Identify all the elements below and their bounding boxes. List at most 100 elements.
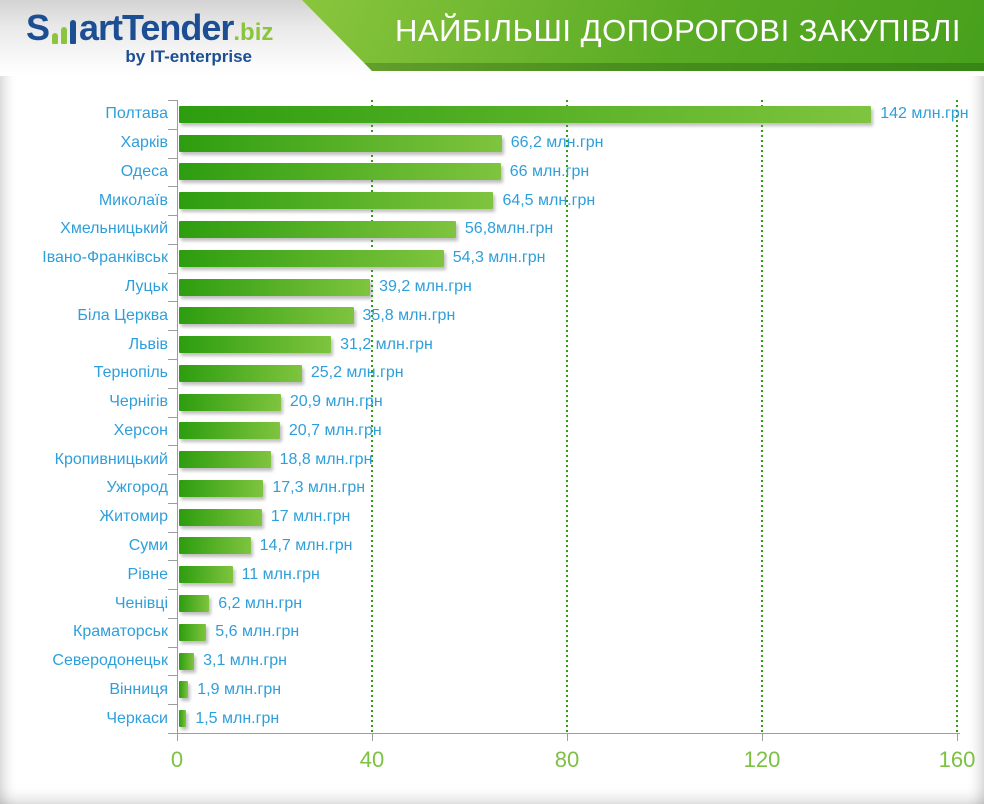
category-label: Луцьк bbox=[124, 278, 168, 296]
category-label: Миколаїв bbox=[98, 191, 168, 209]
category-axis-tick bbox=[168, 186, 177, 188]
page-header: S artTender .biz by IT-enterprise НАЙБІЛ… bbox=[0, 0, 984, 76]
value-label: 20,7 млн.грн bbox=[288, 421, 382, 439]
value-axis-tick-label: 80 bbox=[554, 747, 580, 772]
value-axis-tick-label: 40 bbox=[359, 747, 385, 772]
value-label: 1,5 млн.грн bbox=[195, 709, 280, 727]
bar bbox=[179, 134, 502, 152]
category-label: Ужгород bbox=[106, 479, 169, 497]
bar bbox=[179, 508, 262, 526]
value-axis-tick bbox=[177, 733, 178, 741]
logo-byline: by IT-enterprise bbox=[125, 47, 252, 66]
bar bbox=[179, 249, 444, 267]
value-label: 35,8 млн.грн bbox=[362, 306, 456, 324]
category-axis-tick bbox=[168, 215, 177, 217]
value-label: 142 млн.грн bbox=[880, 105, 969, 123]
bar bbox=[179, 278, 371, 296]
category-label: Івано-Франківськ bbox=[42, 249, 168, 267]
category-axis-tick bbox=[168, 445, 177, 447]
category-label: Львів bbox=[128, 335, 168, 353]
bar bbox=[179, 307, 354, 325]
category-axis-tick bbox=[168, 416, 177, 418]
value-label: 25,2 млн.грн bbox=[310, 364, 404, 382]
category-label: Чернігів bbox=[109, 393, 168, 411]
smarttender-logo: S artTender .biz by IT-enterprise bbox=[26, 10, 273, 67]
logo-letter-s: S bbox=[26, 7, 51, 48]
bar bbox=[179, 566, 233, 584]
category-axis-tick bbox=[168, 128, 177, 130]
title-banner: НАЙБІЛЬШІ ДОПОРОГОВІ ЗАКУПІВЛІ bbox=[302, 0, 984, 71]
category-axis-tick bbox=[168, 560, 177, 562]
value-label: 66 млн.грн bbox=[509, 162, 590, 180]
value-axis-tick-label: 0 bbox=[170, 747, 184, 772]
bar bbox=[179, 105, 872, 123]
logo-name-rest: artTender bbox=[79, 7, 234, 48]
value-axis-tick bbox=[762, 733, 763, 741]
category-label: Одеса bbox=[120, 162, 168, 180]
value-axis-tick bbox=[372, 733, 373, 741]
category-axis-tick bbox=[168, 330, 177, 332]
category-label: Харків bbox=[120, 134, 168, 152]
category-label: Біла Церква bbox=[77, 306, 168, 324]
logo-wordmark: S artTender .biz bbox=[26, 10, 273, 46]
category-label: Хмельницький bbox=[60, 220, 168, 238]
category-axis-tick bbox=[168, 100, 177, 101]
value-label: 14,7 млн.грн bbox=[259, 536, 353, 554]
bar-chart-icon bbox=[52, 20, 77, 44]
category-axis-tick bbox=[168, 387, 177, 389]
category-label: Рівне bbox=[127, 565, 168, 583]
value-label: 20,9 млн.грн bbox=[289, 393, 383, 411]
value-label: 66,2 млн.грн bbox=[510, 134, 604, 152]
value-label: 54,3 млн.грн bbox=[452, 249, 546, 267]
value-label: 11 млн.грн bbox=[241, 565, 320, 583]
bar bbox=[179, 623, 207, 641]
value-label: 56,8млн.грн bbox=[464, 220, 554, 238]
category-axis-tick bbox=[168, 157, 177, 159]
category-axis-tick bbox=[168, 617, 177, 619]
value-label: 64,5 млн.грн bbox=[502, 191, 596, 209]
value-label: 17 млн.грн bbox=[270, 508, 351, 526]
category-label: Вінниця bbox=[109, 680, 168, 698]
bar bbox=[179, 422, 280, 440]
category-axis-tick bbox=[168, 675, 177, 677]
bar bbox=[179, 537, 251, 555]
category-axis-tick bbox=[168, 272, 177, 274]
value-axis-line bbox=[168, 733, 960, 734]
bar bbox=[179, 393, 281, 411]
category-axis-tick bbox=[168, 646, 177, 648]
category-label: Кропивницький bbox=[54, 450, 168, 468]
category-label: Северодонецьк bbox=[52, 652, 168, 670]
bar bbox=[179, 595, 210, 613]
category-axis-tick bbox=[168, 474, 177, 476]
bar bbox=[179, 336, 332, 354]
value-label: 39,2 млн.грн bbox=[379, 278, 472, 296]
value-label: 18,8 млн.грн bbox=[279, 450, 373, 468]
value-label: 5,6 млн.грн bbox=[215, 623, 300, 641]
category-label: Полтава bbox=[105, 105, 168, 123]
category-label: Черкаси bbox=[106, 709, 168, 727]
value-label: 6,2 млн.грн bbox=[218, 594, 303, 612]
bar bbox=[179, 710, 187, 728]
value-axis-tick-label: 160 bbox=[938, 747, 976, 772]
category-axis-tick bbox=[168, 704, 177, 706]
value-label: 17,3 млн.грн bbox=[272, 479, 366, 497]
category-axis-tick bbox=[168, 358, 177, 360]
vertical-gridline bbox=[566, 100, 568, 733]
bar bbox=[179, 652, 195, 670]
bar bbox=[179, 220, 456, 238]
banner-bottom-edge bbox=[302, 63, 984, 71]
category-label: Суми bbox=[128, 536, 168, 554]
bar bbox=[179, 451, 271, 469]
category-label: Житомир bbox=[99, 508, 168, 526]
page-title: НАЙБІЛЬШІ ДОПОРОГОВІ ЗАКУПІВЛІ bbox=[395, 13, 961, 48]
value-axis-tick bbox=[567, 733, 568, 741]
category-axis-tick bbox=[168, 589, 177, 591]
category-label: Херсон bbox=[113, 421, 168, 439]
category-label: Ченівці bbox=[114, 594, 168, 612]
category-label: Краматорськ bbox=[73, 623, 168, 641]
vertical-gridline bbox=[956, 100, 958, 733]
category-axis-tick bbox=[168, 301, 177, 303]
category-label: Тернопіль bbox=[93, 364, 168, 382]
